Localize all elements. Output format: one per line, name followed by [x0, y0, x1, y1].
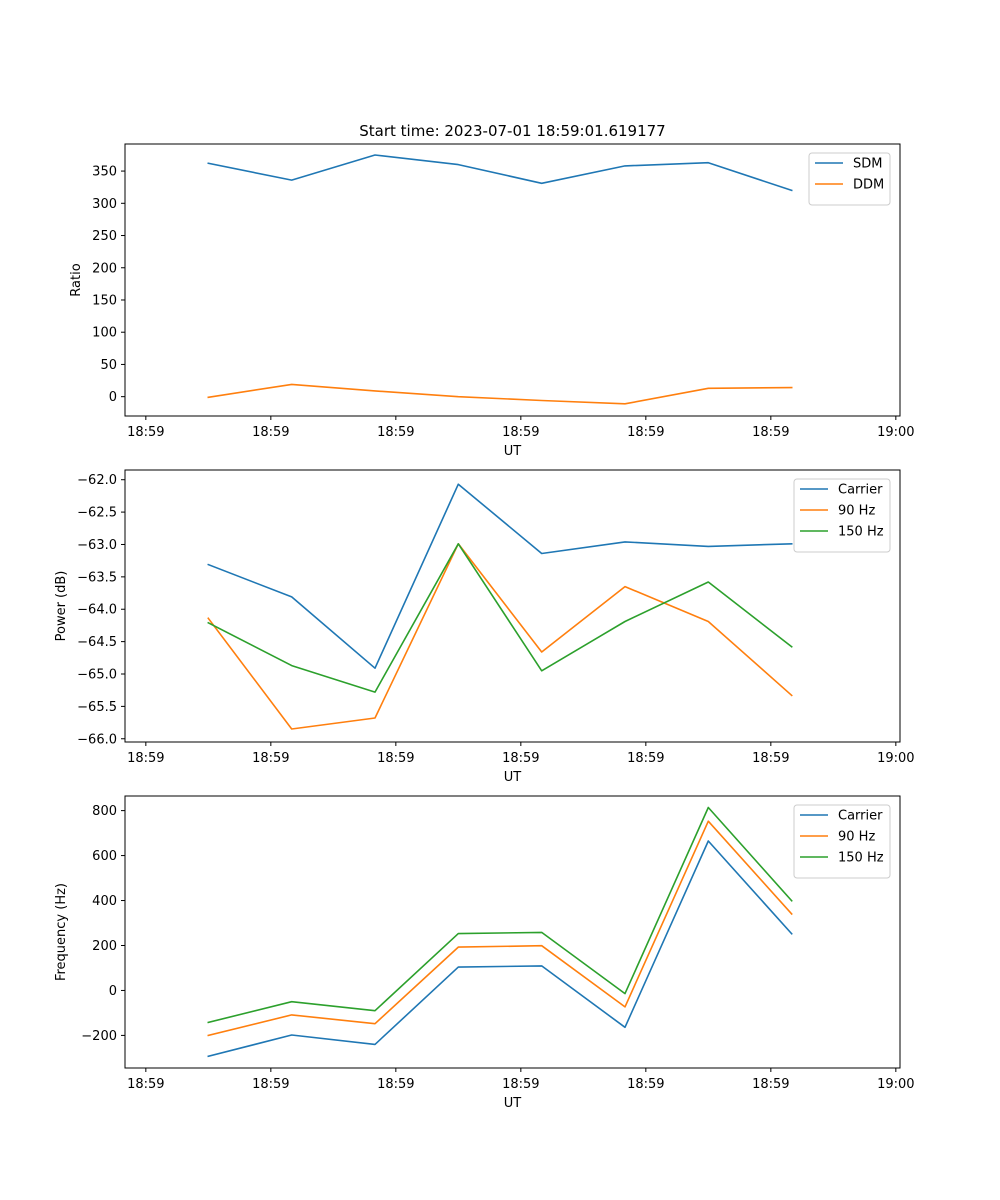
- series-line-150-hz: [207, 542, 793, 693]
- chart-panel-1: 18:59 18:59 18:59 18:59 18:59 18:59 19:00 0 50 10…: [69, 143, 915, 459]
- series-line-ddm: [207, 383, 793, 405]
- x-tick-label: 18:59: [752, 751, 789, 766]
- legend-label: DDM: [853, 178, 884, 193]
- legend-box: [808, 152, 891, 206]
- y-tick-label: 600: [92, 849, 117, 864]
- x-tick-label: 18:59: [627, 1077, 664, 1092]
- x-tick-label: 18:59: [377, 425, 414, 440]
- y-tick-label: −64.0: [77, 603, 117, 618]
- legend-label: 90 Hz: [838, 830, 875, 845]
- x-tick-label: 18:59: [127, 1077, 164, 1092]
- y-axis-label: Ratio: [69, 263, 84, 296]
- y-tick-label: 250: [92, 229, 117, 244]
- series-line-150-hz: [207, 806, 793, 1024]
- legend-label: Carrier: [838, 483, 883, 498]
- y-tick-label: 800: [92, 804, 117, 819]
- x-tick-label: 18:59: [377, 751, 414, 766]
- x-tick-label: 18:59: [127, 425, 164, 440]
- x-tick-label: 18:59: [252, 1077, 289, 1092]
- series-line-carrier: [207, 840, 793, 1058]
- y-tick-label: 0: [109, 390, 117, 405]
- axes-frame: [124, 143, 901, 417]
- axes-frame: [124, 469, 901, 743]
- x-axis-label: UT: [504, 770, 522, 785]
- x-tick-label: 18:59: [377, 1077, 414, 1092]
- chart-panel-3: 18:59 18:59 18:59 18:59 18:59 18:59 19:00 −200 0…: [54, 795, 915, 1111]
- y-tick-label: −65.0: [77, 668, 117, 683]
- legend-label: 150 Hz: [838, 851, 884, 866]
- y-axis-label: Frequency (Hz): [54, 883, 69, 981]
- x-tick-label: 18:59: [502, 425, 539, 440]
- y-tick-label: −66.0: [77, 732, 117, 747]
- legend: Carrier 90 Hz 150 Hz: [793, 804, 891, 879]
- figure-title: Start time: 2023-07-01 18:59:01.619177: [359, 122, 665, 140]
- legend-box: [793, 478, 891, 553]
- y-tick-label: 200: [92, 261, 117, 276]
- x-tick-label: 18:59: [627, 751, 664, 766]
- x-axis-label: UT: [504, 1096, 522, 1111]
- legend-label: 90 Hz: [838, 504, 875, 519]
- chart-panel-2: 18:59 18:59 18:59 18:59 18:59 18:59 19:00 −66.0…: [54, 469, 915, 785]
- legend-label: Carrier: [838, 809, 883, 824]
- y-tick-label: −65.5: [77, 700, 117, 715]
- x-tick-label: 18:59: [752, 425, 789, 440]
- series-line-carrier: [207, 483, 793, 670]
- x-tick-label: 18:59: [252, 751, 289, 766]
- x-tick-label: 19:00: [877, 751, 914, 766]
- legend: Carrier 90 Hz 150 Hz: [793, 478, 891, 553]
- y-tick-label: 200: [92, 939, 117, 954]
- legend: SDM DDM: [808, 152, 891, 206]
- x-tick-label: 18:59: [502, 1077, 539, 1092]
- y-tick-label: −62.5: [77, 506, 117, 521]
- x-tick-label: 19:00: [877, 425, 914, 440]
- y-tick-label: −64.5: [77, 635, 117, 650]
- x-tick-label: 18:59: [627, 425, 664, 440]
- y-tick-label: 400: [92, 894, 117, 909]
- x-tick-label: 18:59: [502, 751, 539, 766]
- legend-box: [793, 804, 891, 879]
- y-tick-label: 0: [109, 984, 117, 999]
- axes-frame: [124, 795, 901, 1069]
- series-line-90-hz: [207, 542, 793, 730]
- x-tick-label: 18:59: [252, 425, 289, 440]
- legend-label: 150 Hz: [838, 525, 884, 540]
- y-tick-label: −63.5: [77, 570, 117, 585]
- y-tick-label: 150: [92, 293, 117, 308]
- y-tick-label: 350: [92, 165, 117, 180]
- y-tick-label: 100: [92, 326, 117, 341]
- legend-label: SDM: [853, 157, 882, 172]
- series-line-sdm: [207, 154, 793, 192]
- y-tick-label: −63.0: [77, 538, 117, 553]
- x-tick-label: 19:00: [877, 1077, 914, 1092]
- y-tick-label: −62.0: [77, 473, 117, 488]
- y-tick-label: 300: [92, 197, 117, 212]
- y-tick-label: −200: [81, 1029, 117, 1044]
- y-tick-label: 50: [100, 358, 117, 373]
- x-tick-label: 18:59: [127, 751, 164, 766]
- y-axis-label: Power (dB): [54, 571, 69, 642]
- x-tick-label: 18:59: [752, 1077, 789, 1092]
- x-axis-label: UT: [504, 444, 522, 459]
- series-line-90-hz: [207, 820, 793, 1037]
